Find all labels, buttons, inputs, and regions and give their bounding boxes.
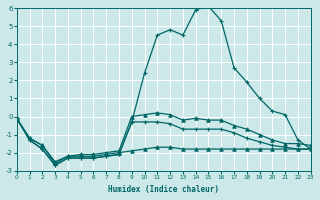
X-axis label: Humidex (Indice chaleur): Humidex (Indice chaleur) [108, 185, 219, 194]
